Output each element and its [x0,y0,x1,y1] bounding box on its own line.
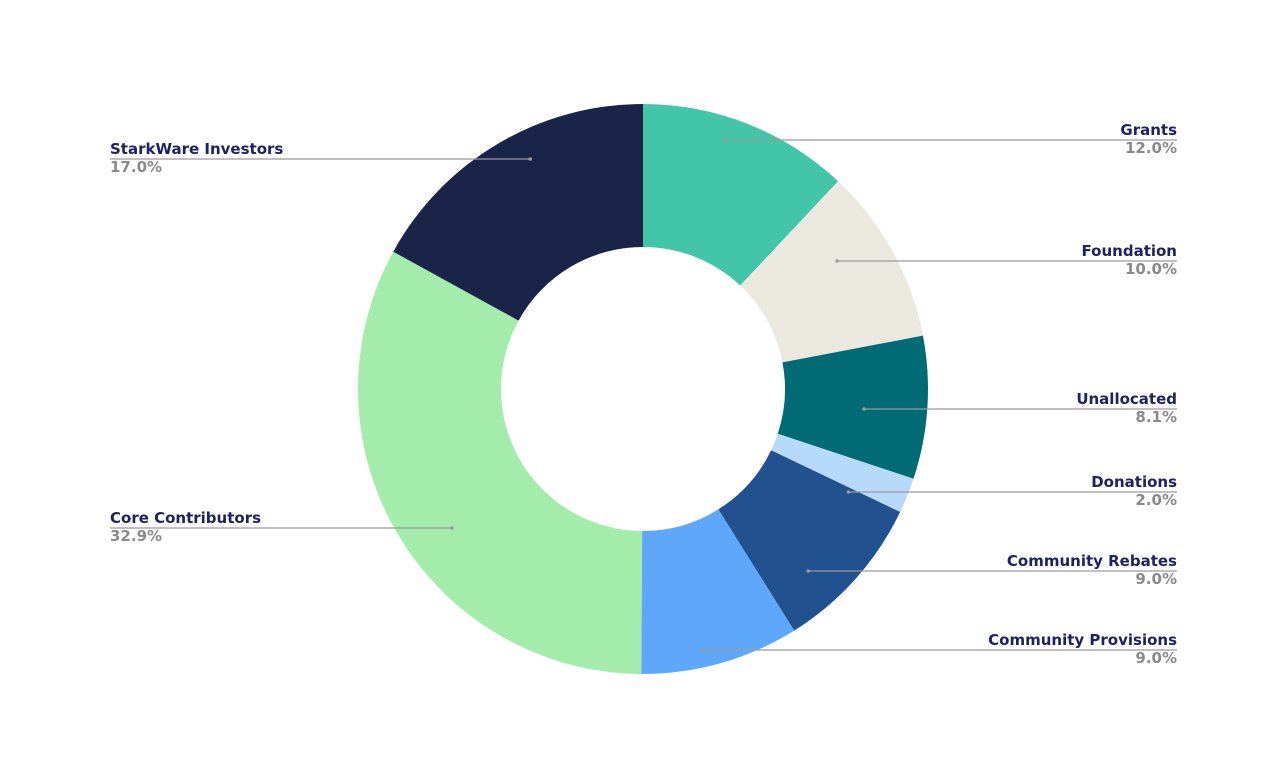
slice-community-provisions[interactable] [641,509,795,674]
leader-dot-unallocated [862,407,866,411]
label-donations: Donations [1091,473,1177,491]
chart-leader-lines [110,138,1177,652]
slice-unallocated[interactable] [777,335,929,479]
label-core-contributors: Core Contributors [110,509,261,527]
slice-starkware-investors[interactable] [393,104,643,321]
value-label-unallocated: 8.1% [1135,408,1177,426]
value-label-starkware-investors: 17.0% [110,158,162,176]
label-community-provisions: Community Provisions [988,631,1177,649]
label-foundation: Foundation [1082,242,1177,260]
chart-slices [357,104,929,674]
value-label-donations: 2.0% [1135,491,1177,509]
slice-foundation[interactable] [740,181,923,363]
value-label-grants: 12.0% [1125,139,1177,157]
value-label-foundation: 10.0% [1125,260,1177,278]
leader-dot-community-rebates [806,569,811,573]
value-label-community-rebates: 9.0% [1135,570,1177,588]
value-label-community-provisions: 9.0% [1135,649,1177,667]
leader-dot-community-provisions [701,648,706,652]
slice-grants[interactable] [643,104,839,286]
label-unallocated: Unallocated [1076,390,1177,408]
label-community-rebates: Community Rebates [1007,552,1177,570]
slice-community-rebates[interactable] [718,450,901,631]
leader-dot-core-contributors [450,526,454,530]
leader-dot-grants [722,138,727,142]
value-label-core-contributors: 32.9% [110,527,162,545]
slice-core-contributors[interactable] [357,251,643,674]
leader-dot-starkware-investors [528,157,533,161]
leader-dot-foundation [835,259,839,263]
label-starkware-investors: StarkWare Investors [110,140,283,158]
label-grants: Grants [1120,121,1177,139]
leader-dot-donations [846,490,851,494]
